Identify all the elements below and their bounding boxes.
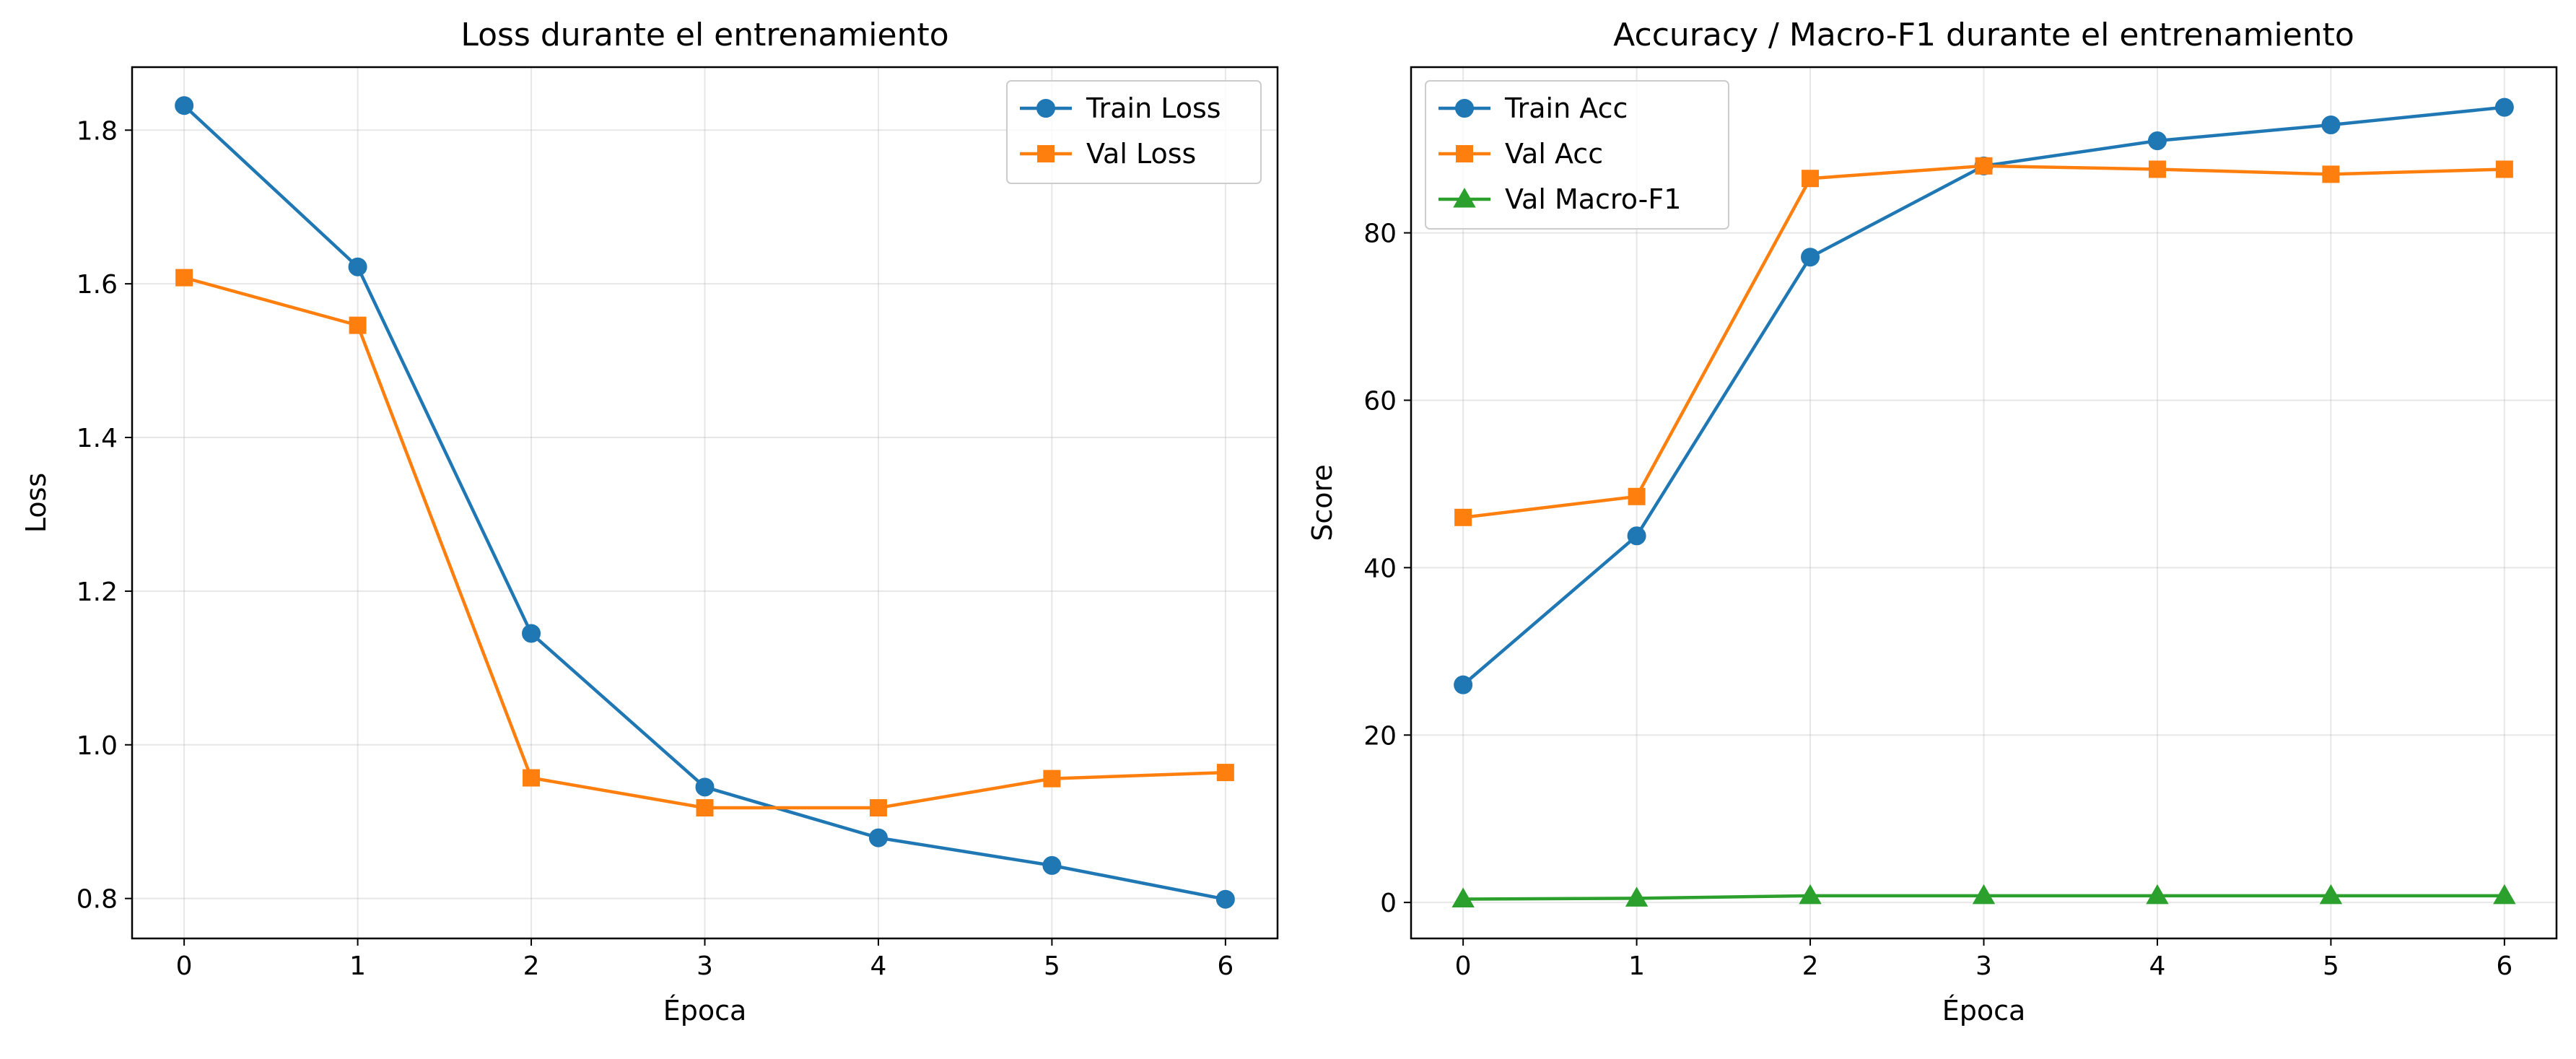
data-point <box>1215 889 1235 909</box>
data-point <box>869 799 887 817</box>
x-tick-label: 1 <box>1628 951 1645 981</box>
data-point <box>1454 508 1472 526</box>
x-tick-label: 3 <box>697 951 713 981</box>
x-tick-label: 5 <box>2323 951 2339 981</box>
y-tick-label: 0.8 <box>77 885 118 915</box>
legend-swatch-marker <box>1456 145 1473 162</box>
y-tick-label: 80 <box>1363 219 1397 249</box>
data-point <box>695 777 715 797</box>
data-point <box>696 799 714 817</box>
legend-box <box>1006 80 1262 184</box>
data-point <box>2493 884 2516 905</box>
data-point <box>1799 884 1822 905</box>
data-point <box>1451 887 1475 908</box>
legend-swatch-marker <box>1037 145 1055 162</box>
data-point <box>1625 886 1649 907</box>
data-point <box>1042 855 1062 875</box>
legend: Train Loss Val Loss <box>1006 80 1262 184</box>
x-tick-label: 0 <box>176 951 193 981</box>
y-tick-label: 1.4 <box>77 424 118 453</box>
x-tick-label: 4 <box>2149 951 2166 981</box>
chart-title: Accuracy / Macro-F1 durante el entrenami… <box>1613 17 2354 53</box>
data-point <box>2322 165 2340 183</box>
x-tick-label: 3 <box>1975 951 1992 981</box>
x-axis-label: Época <box>1942 995 2026 1027</box>
x-tick-label: 2 <box>523 951 540 981</box>
data-point <box>1802 170 1820 188</box>
plot-frame <box>1410 66 2558 940</box>
y-tick-label: 40 <box>1363 554 1397 583</box>
data-point <box>1454 675 1473 694</box>
data-point <box>2148 160 2166 178</box>
y-tick-label: 1.6 <box>77 270 118 300</box>
chart-title: Loss durante el entrenamiento <box>460 17 948 53</box>
data-point <box>868 828 888 847</box>
x-tick-label: 1 <box>349 951 366 981</box>
y-tick-label: 0 <box>1380 889 1397 918</box>
x-tick-label: 6 <box>1217 951 1234 981</box>
data-point <box>2321 116 2341 135</box>
data-point <box>1627 526 1646 546</box>
data-point <box>175 96 194 116</box>
x-tick-label: 5 <box>1044 951 1060 981</box>
y-tick-label: 1.8 <box>77 116 118 146</box>
y-tick-label: 60 <box>1363 386 1397 416</box>
legend-label: Train Loss <box>1086 92 1221 124</box>
data-point <box>1801 248 1820 267</box>
x-tick-label: 2 <box>1802 951 1819 981</box>
legend-label: Val Loss <box>1086 138 1196 170</box>
x-tick-label: 4 <box>870 951 887 981</box>
data-point <box>2319 884 2343 905</box>
x-axis-label: Época <box>663 995 747 1027</box>
data-point <box>522 624 541 643</box>
x-tick-label: 6 <box>2496 951 2512 981</box>
data-point <box>2495 160 2513 178</box>
y-axis-label: Score <box>1306 464 1338 541</box>
data-point <box>1975 157 1993 175</box>
legend-label: Val Acc <box>1505 138 1603 170</box>
data-point <box>349 316 367 334</box>
legend: Train Acc Val Acc Val Macro-F1 <box>1425 80 1729 230</box>
y-axis-label: Loss <box>20 473 52 533</box>
y-tick-label: 1.0 <box>77 731 118 761</box>
y-tick-label: 20 <box>1363 721 1397 751</box>
data-point <box>348 257 367 276</box>
legend-swatch-marker <box>1036 99 1055 118</box>
legend-label: Val Macro-F1 <box>1505 183 1681 215</box>
data-point <box>2147 131 2167 151</box>
legend-swatch-marker <box>1455 99 1474 118</box>
x-tick-label: 0 <box>1455 951 1472 981</box>
data-point <box>523 769 541 787</box>
legend-swatch-marker <box>1453 187 1476 208</box>
y-tick-label: 1.2 <box>77 578 118 607</box>
data-point <box>2146 884 2169 905</box>
loss-chart: 0 1 2 3 4 5 6 0.8 1.0 1.2 1.4 1.6 1.8 Loss durante el… <box>20 17 1279 1027</box>
data-point <box>2494 97 2514 117</box>
data-point <box>1216 764 1234 782</box>
legend-label: Train Acc <box>1504 92 1628 124</box>
data-point <box>1628 487 1646 505</box>
data-point <box>175 269 193 287</box>
legend-box <box>1425 80 1729 230</box>
data-point <box>1043 770 1061 788</box>
plot-frame <box>131 66 1279 940</box>
data-point <box>1972 884 1996 905</box>
